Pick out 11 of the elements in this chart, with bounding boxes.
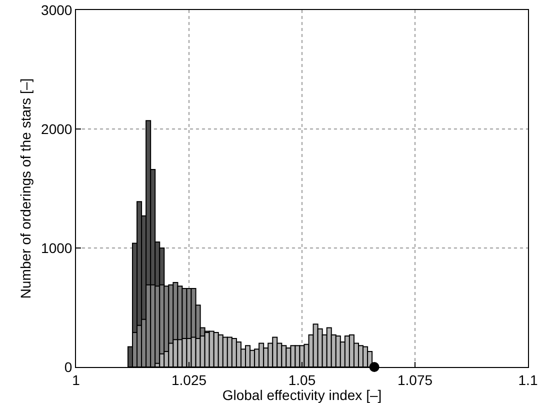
y-tick-label: 1000 [41, 240, 72, 256]
x-axis-title: Global effectivity index [–] [222, 387, 382, 403]
y-axis-title: Number of orderings of the stars [–] [18, 78, 34, 299]
x-tick-label: 1.025 [171, 372, 207, 388]
y-tick-label: 2000 [41, 120, 72, 137]
x-tick-label: 1 [72, 372, 80, 388]
y-tick-label: 3000 [41, 2, 72, 18]
x-tick-label: 1.075 [397, 372, 433, 388]
x-tick-label: 1.1 [518, 372, 538, 388]
x-tick-label: 1.05 [288, 372, 316, 388]
y-tick-label: 0 [64, 358, 72, 375]
